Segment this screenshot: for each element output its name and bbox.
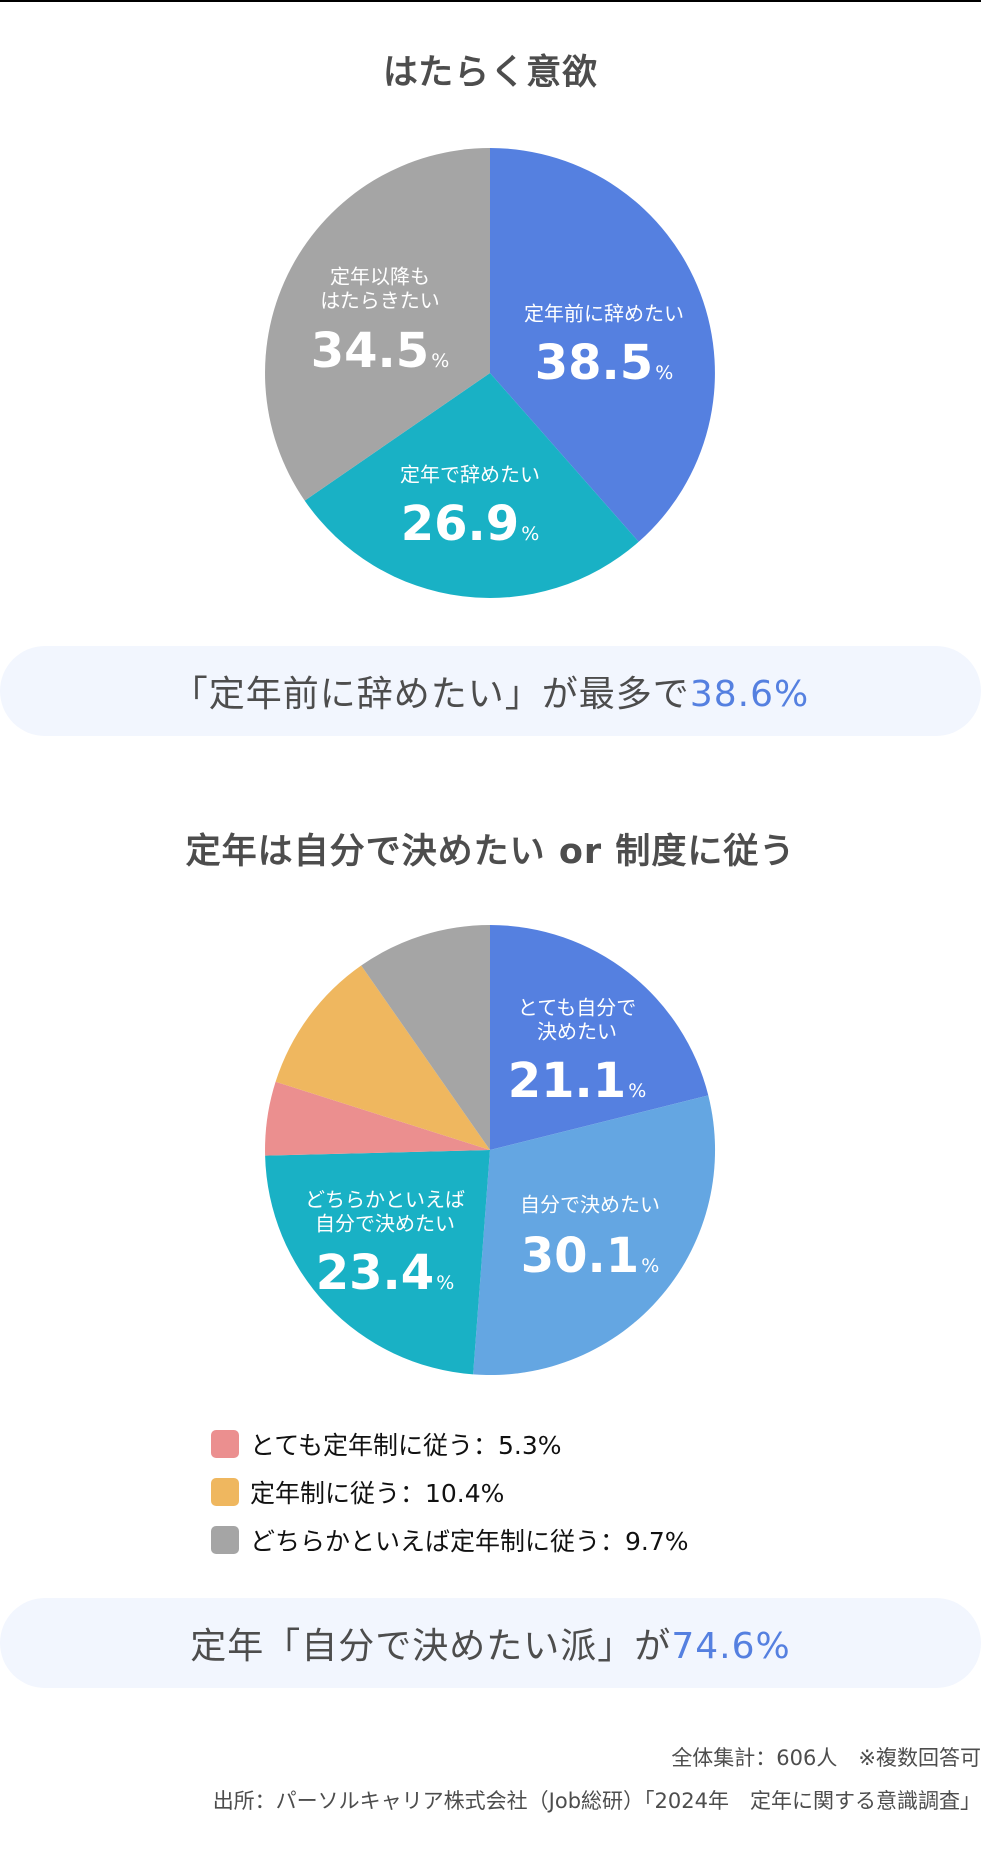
pie1-value-work-beyond: 34.5% <box>310 323 450 379</box>
pie2-slice-somewhat-self <box>265 1150 490 1375</box>
pie2-label-somewhat-self-line2: 自分で決めたい <box>315 1211 455 1236</box>
pie1-slice-retire-before <box>490 148 715 542</box>
legend-item-system: 定年制に従う：10.4% <box>211 1468 689 1516</box>
pie2-value-somewhat-self: 23.4% <box>315 1245 455 1301</box>
legend-item-very-system: とても定年制に従う：5.3% <box>211 1420 689 1468</box>
pie2-value-self: 30.1% <box>520 1228 660 1284</box>
pie2-slice-very-system <box>265 1081 490 1156</box>
footer-sample-note: 全体集計：606人 ※複数回答可 <box>671 1746 981 1770</box>
chart1-pie <box>265 148 715 598</box>
pie1-label-work-beyond-line2: はたらきたい <box>320 288 440 313</box>
pie2-label-very-self-line1: とても自分で <box>517 995 637 1020</box>
pie2-slice-very-self <box>490 925 709 1150</box>
chart2-pie <box>265 925 716 1376</box>
legend-item-somewhat-system: どちらかといえば定年制に従う：9.7% <box>211 1516 689 1564</box>
legend-label: 定年制に従う：10.4% <box>250 1479 505 1508</box>
pie2-slice-self <box>473 1095 716 1376</box>
pie2-slice-somewhat-system <box>361 925 490 1150</box>
legend-label: とても定年制に従う：5.3% <box>250 1431 562 1460</box>
chart1-callout: 「定年前に辞めたい」が最多で38.6% <box>0 646 981 736</box>
legend-swatch-pink <box>211 1430 239 1458</box>
pie2-slice-system <box>275 965 490 1150</box>
chart2-title: 定年は自分で決めたい or 制度に従う <box>185 832 796 872</box>
chart1-title: はたらく意欲 <box>382 53 599 93</box>
pie2-label-very-self-line2: 決めたい <box>537 1019 617 1044</box>
pie1-value-retire-at: 26.9% <box>400 496 540 552</box>
pie2-label-somewhat-self-line1: どちらかといえば <box>305 1187 465 1212</box>
pie1-label-work-beyond-line1: 定年以降も <box>330 264 430 289</box>
legend-swatch-gray <box>211 1526 239 1554</box>
chart1-callout-highlight: 38.6% <box>689 674 810 715</box>
pie1-label-retire-at: 定年で辞めたい <box>400 462 540 487</box>
top-border <box>0 0 981 2</box>
chart2-callout-text: 定年「自分で決めたい派」が <box>190 1626 672 1667</box>
chart1-callout-text: 「定年前に辞めたい」が最多で <box>171 674 690 715</box>
chart2-callout: 定年「自分で決めたい派」が74.6% <box>0 1598 981 1688</box>
pie1-slice-work-beyond <box>265 148 490 501</box>
legend-swatch-orange <box>211 1478 239 1506</box>
pie1-label-retire-before: 定年前に辞めたい <box>524 301 684 326</box>
chart2-legend: とても定年制に従う：5.3% 定年制に従う：10.4% どちらかといえば定年制に… <box>211 1420 689 1564</box>
pie1-slice-retire-at <box>304 373 639 598</box>
pie1-value-retire-before: 38.5% <box>534 335 674 391</box>
chart2-callout-highlight: 74.6% <box>671 1626 791 1667</box>
footer-source: 出所：パーソルキャリア株式会社（Job総研）「2024年 定年に関する意識調査」 <box>212 1789 981 1813</box>
pie2-value-very-self: 21.1% <box>507 1053 647 1109</box>
legend-label: どちらかといえば定年制に従う：9.7% <box>250 1527 689 1556</box>
pie2-label-self: 自分で決めたい <box>520 1192 660 1217</box>
